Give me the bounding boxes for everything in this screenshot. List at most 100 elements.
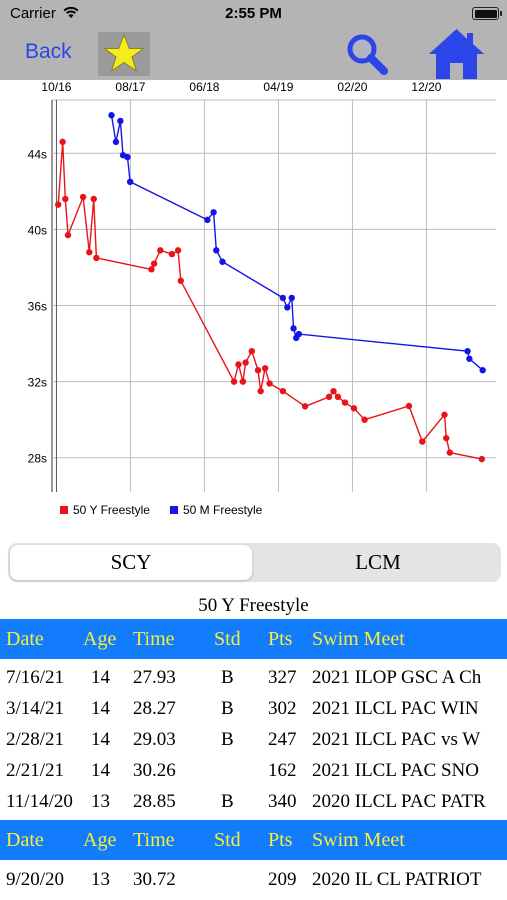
row-pts: 327 xyxy=(268,667,297,688)
row-pts: 162 xyxy=(268,760,297,781)
table-header: Date Age Time Std Pts Swim Meet xyxy=(0,619,507,659)
data-point xyxy=(466,355,473,362)
row-time: 29.03 xyxy=(133,729,176,750)
data-point xyxy=(204,216,211,224)
data-point xyxy=(266,380,273,387)
course-segmented-control: SCY LCM xyxy=(8,543,501,582)
table-row[interactable]: 11/14/20 13 28.85 B 340 2020 ILCL PAC PA… xyxy=(0,786,507,817)
row-std: B xyxy=(221,698,234,719)
header-date: Date xyxy=(6,628,44,650)
legend-label: 50 M Freestyle xyxy=(183,503,263,517)
table-row[interactable]: 7/16/21 14 27.93 B 327 2021 ILOP GSC A C… xyxy=(0,662,507,693)
segment-lcm[interactable]: LCM xyxy=(355,550,401,574)
data-point xyxy=(254,367,262,374)
header-time: Time xyxy=(133,829,175,851)
y-tick-label: 32s xyxy=(28,376,47,390)
header-time: Time xyxy=(133,628,175,650)
data-point xyxy=(90,195,97,203)
legend-swatch xyxy=(170,506,178,514)
data-point xyxy=(341,399,349,406)
row-date: 9/20/20 xyxy=(6,869,65,890)
data-point xyxy=(93,254,100,262)
progress-chart: 44s 40s 36s 32s 28s 10/16 08/17 06/18 04/19 02/20… xyxy=(0,80,507,530)
row-pts: 247 xyxy=(268,729,297,750)
table-title: 50 Y Freestyle xyxy=(198,595,309,616)
row-date: 2/28/21 xyxy=(6,729,65,750)
nav-bar: Back xyxy=(0,28,507,80)
table-row[interactable]: 3/14/21 14 28.27 B 302 2021 ILCL PAC WIN xyxy=(0,693,507,724)
home-icon[interactable] xyxy=(428,28,485,80)
y-tick-label: 28s xyxy=(28,452,47,466)
data-point xyxy=(325,393,333,401)
y-tick-label: 36s xyxy=(28,300,47,314)
row-date: 2/21/21 xyxy=(6,760,65,781)
data-point xyxy=(126,178,134,186)
data-point xyxy=(230,378,238,385)
legend-label: 50 Y Freestyle xyxy=(73,503,150,517)
header-meet: Swim Meet xyxy=(312,628,405,650)
series-line xyxy=(57,141,482,460)
row-date: 7/16/21 xyxy=(6,667,65,688)
row-std: B xyxy=(221,791,234,812)
data-point xyxy=(361,416,368,423)
data-point xyxy=(419,438,426,445)
row-pts: 209 xyxy=(268,869,297,890)
battery-icon xyxy=(472,7,502,20)
row-time: 30.26 xyxy=(133,760,176,781)
legend-swatch xyxy=(60,506,68,514)
data-point xyxy=(64,231,72,239)
row-date: 3/14/21 xyxy=(6,698,65,719)
row-age: 13 xyxy=(91,791,110,812)
data-point xyxy=(213,247,220,254)
data-point xyxy=(242,359,249,366)
row-meet: 2020 IL CL PATRIOT xyxy=(312,869,482,890)
data-point xyxy=(290,325,297,332)
row-age: 14 xyxy=(91,729,110,750)
data-point xyxy=(168,250,176,258)
data-point xyxy=(239,378,247,385)
table-row[interactable]: 2/21/21 14 30.26 162 2021 ILCL PAC SNO xyxy=(0,755,507,786)
row-std: B xyxy=(221,667,234,688)
carrier-label: Carrier xyxy=(10,5,56,22)
data-point xyxy=(157,247,164,254)
data-point xyxy=(443,434,450,442)
row-time: 28.85 xyxy=(133,791,176,812)
data-point xyxy=(288,294,295,302)
data-point xyxy=(446,449,454,456)
data-point xyxy=(86,249,93,256)
data-point xyxy=(279,387,287,395)
data-point xyxy=(295,330,303,338)
table-header: Date Age Time Std Pts Swim Meet xyxy=(0,820,507,860)
search-icon[interactable] xyxy=(342,31,392,77)
data-point xyxy=(148,266,155,273)
data-point xyxy=(55,201,62,208)
row-time: 28.27 xyxy=(133,698,176,719)
data-point xyxy=(117,117,124,125)
star-icon xyxy=(102,33,146,73)
data-point xyxy=(124,153,131,161)
x-tick-label: 12/20 xyxy=(411,80,441,94)
data-point xyxy=(301,403,309,410)
row-time: 30.72 xyxy=(133,869,176,890)
data-point xyxy=(59,138,66,146)
data-point xyxy=(79,193,87,201)
row-pts: 302 xyxy=(268,698,297,719)
data-point xyxy=(261,365,269,372)
row-meet: 2021 ILOP GSC A Ch xyxy=(312,667,482,688)
table-row[interactable]: 2/28/21 14 29.03 B 247 2021 ILCL PAC vs … xyxy=(0,724,507,755)
row-meet: 2021 ILCL PAC vs W xyxy=(312,729,481,750)
favorite-button[interactable] xyxy=(98,32,150,76)
data-point xyxy=(108,112,115,119)
back-button[interactable]: Back xyxy=(25,40,72,63)
data-point xyxy=(479,367,486,374)
x-tick-label: 10/16 xyxy=(41,80,71,94)
header-std: Std xyxy=(214,829,241,851)
table-row[interactable]: 9/20/20 13 30.72 209 2020 IL CL PATRIOT xyxy=(0,864,507,895)
header-date: Date xyxy=(6,829,44,851)
data-point xyxy=(150,260,158,267)
data-point xyxy=(177,277,184,284)
data-point xyxy=(405,402,413,410)
segment-scy[interactable]: SCY xyxy=(10,545,252,580)
header-pts: Pts xyxy=(268,628,293,650)
data-point xyxy=(330,387,337,395)
